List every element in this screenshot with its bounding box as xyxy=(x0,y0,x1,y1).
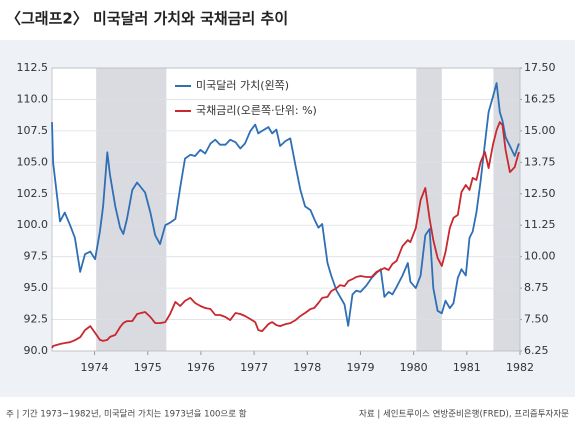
lines xyxy=(51,82,520,349)
y-tick-label: 100.0 xyxy=(17,218,49,231)
note: 주 | 기간 1973~1982년, 미국달러 가치는 1973년을 100으로… xyxy=(6,409,247,420)
y-tick-label: 102.5 xyxy=(17,187,49,200)
shades xyxy=(96,68,520,351)
y-tick-label: 105.0 xyxy=(17,155,49,168)
y-tick-label: 95.0 xyxy=(24,281,49,294)
x-tick-label: 1975 xyxy=(134,361,162,374)
x-tick-label: 1974 xyxy=(81,361,109,374)
y2-tick-label: 11.25 xyxy=(524,218,556,231)
y2-tick-label: 12.50 xyxy=(524,187,556,200)
x-tick-label: 1978 xyxy=(293,361,321,374)
y-tick-label: 90.0 xyxy=(24,344,49,357)
y-tick-label: 92.5 xyxy=(24,313,49,326)
series-line xyxy=(51,82,520,327)
plot-frame xyxy=(51,67,521,352)
legend-label: 미국달러 가치(왼쪽) xyxy=(196,78,289,92)
y2-tick-label: 6.25 xyxy=(524,344,549,357)
y2-tick-label: 8.75 xyxy=(524,281,549,294)
y2-tick-label: 15.00 xyxy=(524,124,556,137)
grid xyxy=(51,67,522,355)
legend-label: 국채금리(오른쪽·단위: %) xyxy=(196,104,317,117)
y-tick-label: 112.5 xyxy=(17,61,49,74)
y-tick-label: 107.5 xyxy=(17,124,49,137)
x-tick-label: 1980 xyxy=(400,361,428,374)
source: 자료 | 세인트루이스 연방준비은행(FRED), 프리즘투자자문 xyxy=(359,409,569,420)
chart-title: 〈그래프2〉 미국달러 가치와 국채금리 추이 xyxy=(6,10,288,28)
x-tick-label: 1979 xyxy=(346,361,374,374)
y-tick-label: 97.5 xyxy=(24,250,49,263)
y2-tick-label: 13.75 xyxy=(524,155,556,168)
y2-tick-label: 17.50 xyxy=(524,61,556,74)
x-tick-label: 1982 xyxy=(506,361,534,374)
x-tick-label: 1977 xyxy=(240,361,268,374)
y2-tick-label: 16.25 xyxy=(524,92,556,105)
series-line xyxy=(51,121,520,349)
y2-tick-label: 10.00 xyxy=(524,250,556,263)
y2-tick-label: 7.50 xyxy=(524,313,549,326)
x-tick-label: 1981 xyxy=(453,361,481,374)
x-tick-label: 1976 xyxy=(187,361,215,374)
y-tick-label: 110.0 xyxy=(17,92,49,105)
labels: 90.0 92.5 95.0 97.5 100.0 102.5 105.0 107.5 110.… xyxy=(17,61,556,374)
shaded-period xyxy=(493,68,520,351)
shaded-period xyxy=(96,68,167,351)
